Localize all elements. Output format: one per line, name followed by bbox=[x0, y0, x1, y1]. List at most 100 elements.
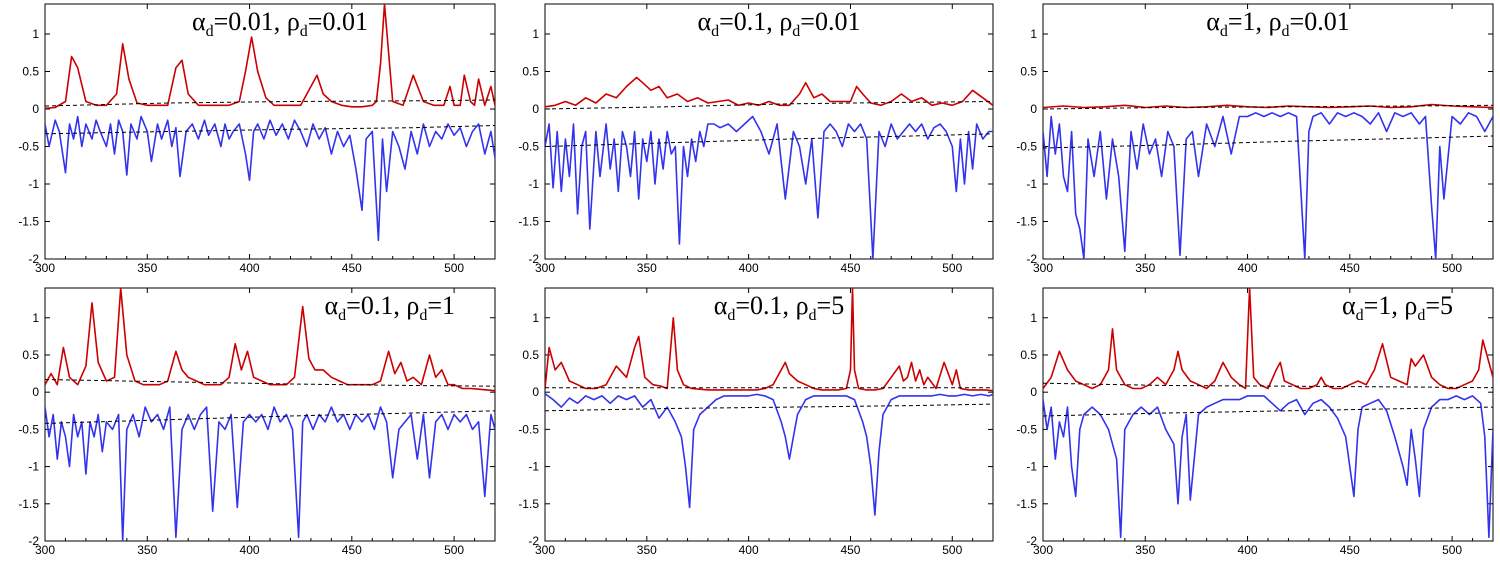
y-tick-label: -0.5 bbox=[18, 422, 39, 436]
y-tick-label: 1 bbox=[1030, 311, 1037, 325]
x-tick-label: 450 bbox=[840, 543, 860, 557]
series-group bbox=[1043, 288, 1493, 539]
x-tick-label: 500 bbox=[942, 543, 962, 557]
series-line-negative bbox=[545, 393, 993, 516]
plot-frame bbox=[544, 287, 994, 542]
y-tick-label: 1 bbox=[32, 311, 39, 325]
series-group bbox=[545, 76, 993, 259]
series-line-positive-trend bbox=[545, 101, 993, 110]
x-tick-label: 450 bbox=[1340, 261, 1360, 275]
y-tick-label: -1 bbox=[1026, 460, 1037, 474]
chart-panel-6: 300 350 400 450 500 1 0.5 0 -0.5 -1 -1.5 -2 αd=1, ρd… bbox=[1016, 287, 1494, 557]
series-line-negative-trend bbox=[45, 125, 495, 135]
y-tick-label: -1.5 bbox=[18, 497, 39, 511]
x-tick-label: 450 bbox=[1340, 543, 1360, 557]
x-tick-label: 450 bbox=[342, 543, 362, 557]
y-tick-label: 1 bbox=[532, 27, 539, 41]
x-tick-label: 500 bbox=[1442, 261, 1462, 275]
x-tick-label: 350 bbox=[137, 261, 157, 275]
y-tick-label: 0 bbox=[1030, 385, 1037, 399]
y-tick-label: -1 bbox=[528, 460, 539, 474]
y-tick-label: -0.5 bbox=[518, 422, 539, 436]
series-line-positive bbox=[1043, 288, 1493, 390]
y-tick-label: 0 bbox=[532, 102, 539, 116]
x-tick-label: 500 bbox=[942, 261, 962, 275]
x-tick-label: 300 bbox=[1033, 261, 1053, 275]
x-tick-label: 300 bbox=[535, 261, 555, 275]
x-tick-label: 450 bbox=[840, 261, 860, 275]
y-tick-label: -2 bbox=[1026, 252, 1037, 266]
x-tick-label: 300 bbox=[535, 543, 555, 557]
series-line-negative bbox=[545, 115, 993, 259]
x-tick-label: 400 bbox=[739, 543, 759, 557]
x-tick-label: 400 bbox=[739, 261, 759, 275]
y-tick-label: -0.5 bbox=[518, 140, 539, 154]
y-tick-label: 0.5 bbox=[1020, 65, 1037, 79]
y-tick-label: -1.5 bbox=[518, 215, 539, 229]
y-tick-label: -0.5 bbox=[18, 140, 39, 154]
x-tick-label: 300 bbox=[1033, 543, 1053, 557]
series-group bbox=[45, 4, 495, 242]
chart-panel-2: 300 350 400 450 500 1 0.5 0 -0.5 -1 -1.5 -2 αd=0.1, … bbox=[518, 3, 994, 275]
y-tick-label: -1 bbox=[528, 177, 539, 191]
series-group bbox=[45, 288, 495, 541]
y-tick-label: 0.5 bbox=[522, 65, 539, 79]
x-tick-label: 350 bbox=[637, 261, 657, 275]
y-tick-label: -2 bbox=[28, 534, 39, 548]
y-tick-label: -1.5 bbox=[1016, 497, 1037, 511]
x-tick-label: 350 bbox=[137, 543, 157, 557]
y-tick-label: 0.5 bbox=[522, 348, 539, 362]
series-line-negative bbox=[1043, 395, 1493, 539]
series-group bbox=[545, 288, 993, 516]
x-tick-label: 400 bbox=[240, 261, 260, 275]
y-tick-label: -0.5 bbox=[1016, 422, 1037, 436]
x-tick-label: 500 bbox=[444, 261, 464, 275]
series-line-positive bbox=[45, 288, 495, 392]
series-line-positive-trend bbox=[45, 379, 495, 387]
x-tick-label: 350 bbox=[637, 543, 657, 557]
y-tick-label: -2 bbox=[28, 252, 39, 266]
y-tick-label: 0.5 bbox=[22, 348, 39, 362]
y-tick-label: -1.5 bbox=[518, 497, 539, 511]
y-tick-label: -2 bbox=[1026, 534, 1037, 548]
x-tick-label: 500 bbox=[1442, 543, 1462, 557]
series-line-negative bbox=[45, 115, 495, 242]
y-tick-label: 0 bbox=[532, 385, 539, 399]
y-tick-label: 0.5 bbox=[22, 65, 39, 79]
series-line-positive-trend bbox=[1043, 104, 1493, 110]
y-tick-label: -1.5 bbox=[1016, 215, 1037, 229]
y-tick-label: 1 bbox=[1030, 27, 1037, 41]
series-line-positive bbox=[1043, 103, 1493, 109]
x-tick-label: 400 bbox=[240, 543, 260, 557]
plot-frame bbox=[544, 3, 994, 260]
series-line-negative-trend bbox=[545, 403, 993, 412]
y-tick-label: -1 bbox=[28, 460, 39, 474]
series-line-negative bbox=[1043, 112, 1493, 259]
series-group bbox=[1043, 103, 1493, 259]
chart-title: αd=0.01, ρd=0.01 bbox=[192, 7, 368, 40]
chart-panel-5: 300 350 400 450 500 1 0.5 0 -0.5 -1 -1.5 -2 αd=0.1, … bbox=[518, 287, 994, 557]
y-tick-label: 1 bbox=[32, 27, 39, 41]
x-tick-label: 450 bbox=[342, 261, 362, 275]
y-tick-label: 1 bbox=[532, 311, 539, 325]
x-tick-label: 400 bbox=[1238, 261, 1258, 275]
chart-title: αd=0.1, ρd=1 bbox=[325, 291, 455, 324]
chart-title: αd=0.1, ρd=0.01 bbox=[698, 7, 861, 40]
chart-title: αd=1, ρd=0.01 bbox=[1206, 7, 1349, 40]
x-tick-label: 300 bbox=[35, 543, 55, 557]
y-tick-label: -1 bbox=[28, 177, 39, 191]
y-tick-label: 0.5 bbox=[1020, 348, 1037, 362]
y-tick-label: -2 bbox=[528, 252, 539, 266]
plot-frame bbox=[44, 287, 496, 542]
series-line-negative-trend bbox=[545, 133, 993, 147]
plot-frame bbox=[44, 3, 496, 260]
y-tick-label: -2 bbox=[528, 534, 539, 548]
plot-frame bbox=[1042, 287, 1494, 542]
y-tick-label: -1.5 bbox=[18, 215, 39, 229]
chart-panel-3: 300 350 400 450 500 1 0.5 0 -0.5 -1 -1.5 -2 αd=1, ρd… bbox=[1016, 3, 1494, 275]
y-tick-label: -0.5 bbox=[1016, 140, 1037, 154]
series-line-negative-trend bbox=[1043, 406, 1493, 417]
x-tick-label: 300 bbox=[35, 261, 55, 275]
series-line-positive bbox=[545, 288, 993, 392]
series-line-positive bbox=[45, 4, 495, 110]
